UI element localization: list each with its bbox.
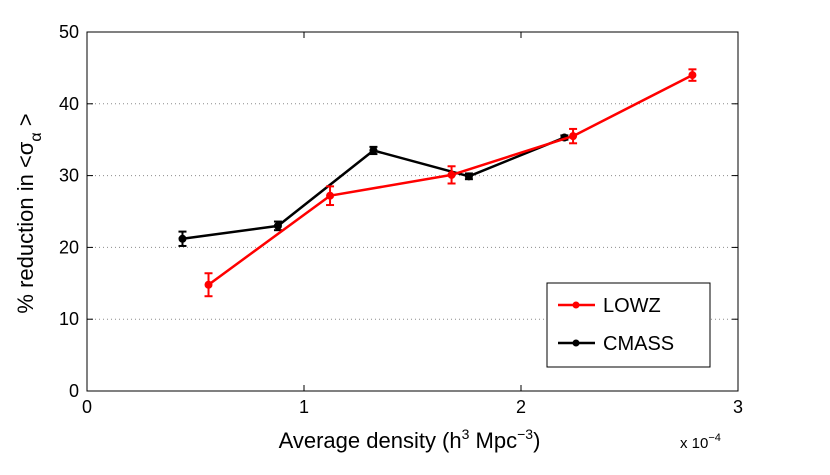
legend: LOWZ CMASS bbox=[546, 282, 711, 368]
data-point-cmass bbox=[273, 221, 282, 230]
data-point-lowz bbox=[204, 280, 213, 289]
y-tick-label: 0 bbox=[69, 381, 79, 401]
tick-layer: 0 10 20 30 40 50 0 1 2 3 bbox=[59, 22, 743, 417]
legend-label-cmass: CMASS bbox=[603, 333, 674, 355]
plot-frame bbox=[86, 31, 739, 392]
data-point-lowz bbox=[569, 132, 578, 141]
legend-marker-lowz bbox=[572, 301, 580, 309]
data-point-lowz bbox=[688, 71, 697, 80]
y-tick-label: 10 bbox=[59, 309, 79, 329]
legend-items: LOWZ CMASS bbox=[558, 295, 674, 355]
data-point-lowz bbox=[447, 170, 456, 179]
data-point-lowz bbox=[326, 191, 335, 200]
data-point-cmass bbox=[369, 146, 378, 155]
series-lowz bbox=[204, 68, 697, 298]
x-axis-exponent: x 10−4 bbox=[680, 432, 721, 452]
x-tick-label: 2 bbox=[516, 397, 526, 417]
series-layer bbox=[178, 68, 697, 298]
y-tick-label: 40 bbox=[59, 94, 79, 114]
legend-label-lowz: LOWZ bbox=[603, 295, 661, 317]
y-axis-title: % reduction in <σα > bbox=[13, 113, 45, 313]
x-tick-label: 1 bbox=[299, 397, 309, 417]
y-tick-label: 30 bbox=[59, 166, 79, 186]
legend-marker-cmass bbox=[572, 339, 580, 347]
x-tick-label: 3 bbox=[733, 397, 743, 417]
y-tick-label: 20 bbox=[59, 237, 79, 257]
y-tick-label: 50 bbox=[59, 22, 79, 42]
data-point-cmass bbox=[178, 234, 187, 243]
x-axis-title: Average density (h3 Mpc−3) bbox=[279, 426, 541, 453]
x-tick-label: 0 bbox=[82, 397, 92, 417]
grid-layer bbox=[87, 103, 738, 320]
data-point-cmass bbox=[464, 172, 473, 181]
legend-box bbox=[546, 282, 711, 368]
